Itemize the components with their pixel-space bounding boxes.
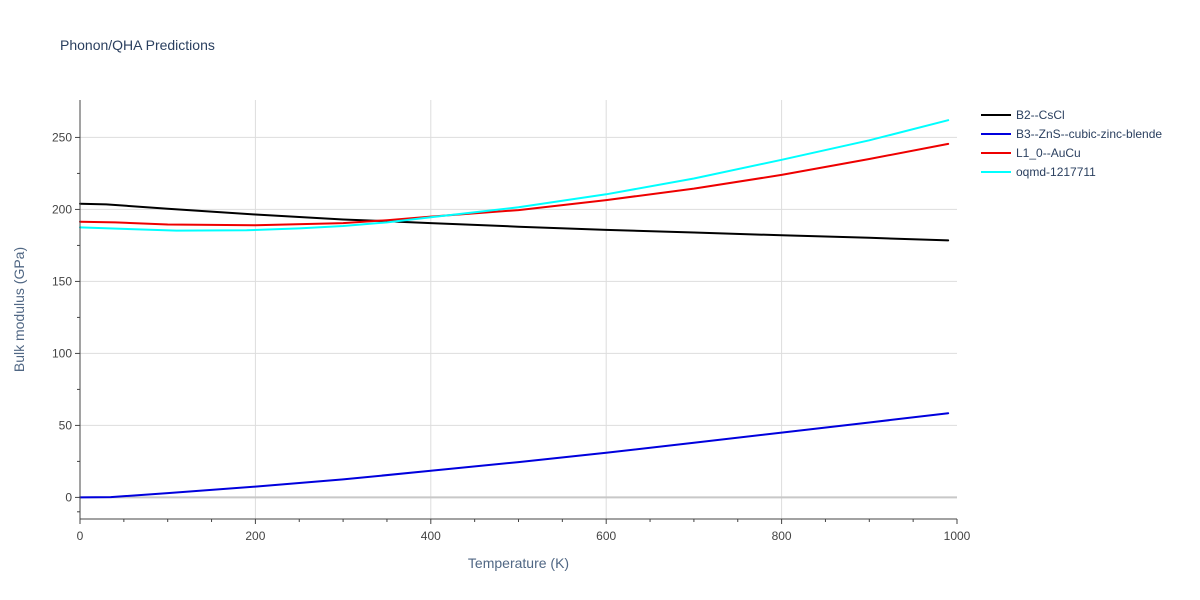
grid-layer (80, 100, 957, 519)
x-tick-label: 600 (596, 529, 616, 543)
y-tick-label: 150 (52, 274, 72, 288)
chart-title: Phonon/QHA Predictions (60, 37, 215, 53)
x-axis-title: Temperature (K) (468, 555, 569, 571)
y-tick-label: 250 (52, 130, 72, 144)
x-tick-label: 0 (77, 529, 84, 543)
legend-label: L1_0--AuCu (1016, 146, 1081, 160)
legend-item-1[interactable]: B2--CsCl (981, 108, 1065, 122)
series-line-3[interactable] (79, 142, 950, 227)
series-layer[interactable] (79, 119, 950, 499)
y-tick-label: 0 (65, 490, 72, 504)
y-tick-label: 50 (59, 418, 73, 432)
series-line-2[interactable] (79, 412, 950, 499)
y-tick-label: 100 (52, 346, 72, 360)
axes-layer: 0 200 400 600 800 1000 0 50 100 150 200 250 (52, 100, 971, 543)
legend-label: B3--ZnS--cubic-zinc-blende (1016, 127, 1162, 141)
legend-item-2[interactable]: B3--ZnS--cubic-zinc-blende (981, 127, 1162, 141)
y-tick-label: 200 (52, 202, 72, 216)
legend-label: B2--CsCl (1016, 108, 1065, 122)
x-tick-label: 800 (772, 529, 792, 543)
legend-label: oqmd-1217711 (1016, 165, 1096, 179)
y-axis-title: Bulk modulus (GPa) (11, 247, 27, 372)
x-tick-label: 1000 (944, 529, 971, 543)
legend-item-4[interactable]: oqmd-1217711 (981, 165, 1096, 179)
legend-item-3[interactable]: L1_0--AuCu (981, 146, 1081, 160)
x-tick-label: 400 (421, 529, 441, 543)
series-line-4[interactable] (79, 119, 950, 232)
x-tick-label: 200 (245, 529, 265, 543)
legend[interactable]: B2--CsCl B3--ZnS--cubic-zinc-blende L1_0--… (981, 108, 1162, 179)
series-line-1[interactable] (79, 202, 950, 242)
